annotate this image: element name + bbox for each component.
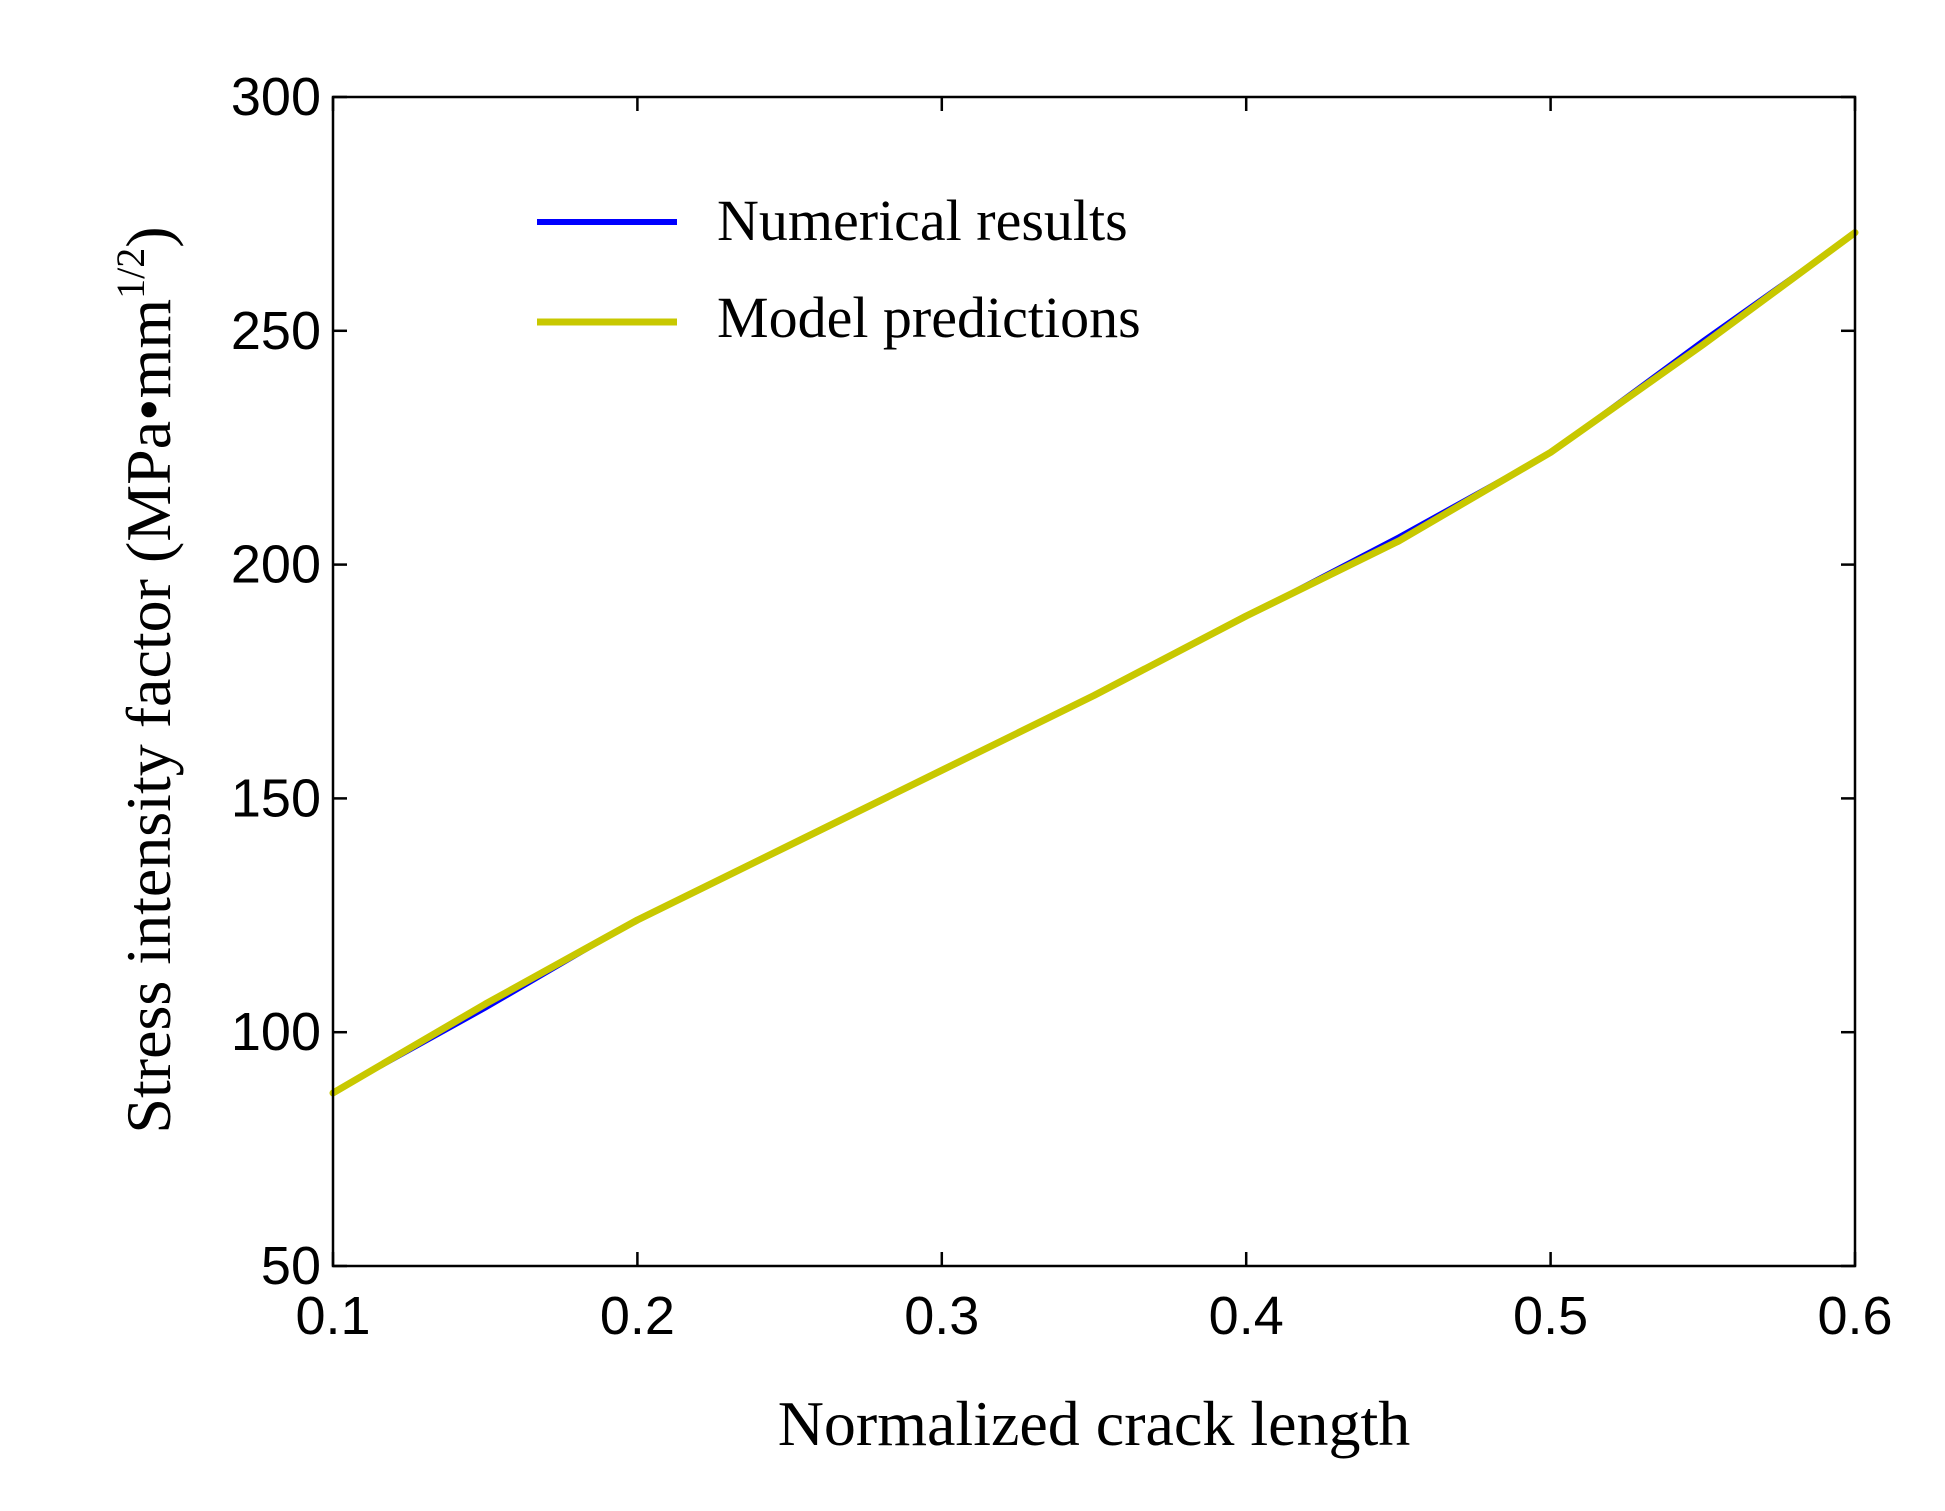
y-tick-label: 50 (261, 1236, 321, 1296)
x-tick-label: 0.6 (1817, 1286, 1892, 1346)
x-tick-label: 0.2 (600, 1286, 675, 1346)
y-axis-title-close: ) (113, 226, 184, 247)
ticks: 0.1 0.2 0.3 0.4 0.5 0.6 50 100 150 200 250 300 (231, 67, 1893, 1346)
y-axis-title-superscript: 1/2 (108, 248, 153, 299)
x-tick-label: 0.4 (1209, 1286, 1284, 1346)
plot-area (329, 229, 1859, 1097)
y-tick-label: 300 (231, 67, 321, 127)
y-axis-title-main: Stress intensity factor (MPa•mm (113, 299, 184, 1134)
y-axis-title: Stress intensity factor (MPa•mm1/2) (108, 226, 184, 1133)
y-tick-label: 100 (231, 1002, 321, 1062)
y-tick-label: 200 (231, 535, 321, 595)
x-tick-label: 0.1 (295, 1286, 370, 1346)
y-tick-label: 250 (231, 301, 321, 361)
x-tick-label: 0.5 (1513, 1286, 1588, 1346)
legend-label-numerical: Numerical results (717, 188, 1128, 253)
legend-label-model: Model predictions (717, 285, 1141, 350)
legend: Numerical results Model predictions (537, 188, 1141, 350)
series-line-model-predictions (329, 229, 1859, 1097)
x-tick-label: 0.3 (904, 1286, 979, 1346)
y-tick-label: 150 (231, 768, 321, 828)
x-axis-title: Normalized crack length (778, 1388, 1411, 1459)
axes-frame (331, 95, 1857, 1268)
